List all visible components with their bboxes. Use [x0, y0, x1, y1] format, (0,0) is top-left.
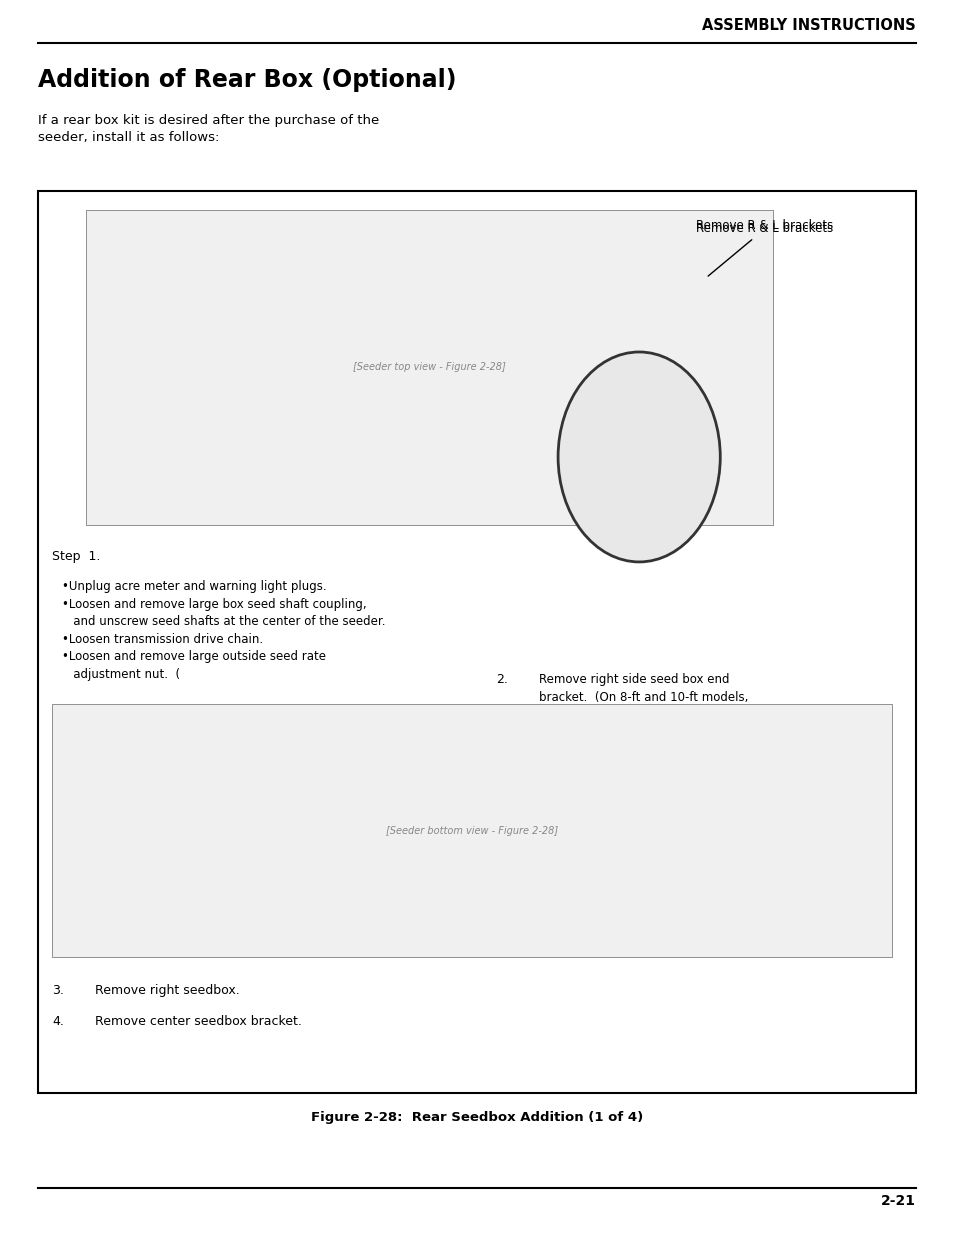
FancyBboxPatch shape	[86, 210, 772, 525]
Text: Remove right seedbox.: Remove right seedbox.	[95, 984, 240, 998]
Text: If a rear box kit is desired after the purchase of the
seeder, install it as fol: If a rear box kit is desired after the p…	[38, 114, 379, 143]
Text: Do not: Do not	[86, 766, 130, 779]
Text: loosen 1/2": loosen 1/2"	[141, 766, 212, 779]
Text: ): )	[124, 820, 129, 834]
Text: Remove R & L brackets: Remove R & L brackets	[696, 219, 833, 232]
Text: sleeve .: sleeve .	[71, 820, 117, 834]
FancyBboxPatch shape	[52, 704, 891, 957]
Circle shape	[558, 352, 720, 562]
Text: Remove R & L brackets: Remove R & L brackets	[696, 222, 833, 277]
Text: [Seeder top view - Figure 2-28]: [Seeder top view - Figure 2-28]	[353, 362, 505, 373]
Text: [Seeder bottom view - Figure 2-28]: [Seeder bottom view - Figure 2-28]	[386, 825, 558, 836]
Text: 2.: 2.	[496, 673, 507, 687]
Text: •Unplug acre meter and warning light plugs.
•Loosen and remove large box seed sh: •Unplug acre meter and warning light plu…	[62, 580, 385, 680]
Text: Remove right side seed box end
bracket.  (On 8-ft and 10-ft models,
also remove : Remove right side seed box end bracket. …	[538, 673, 748, 756]
Text: Addition of Rear Box (Optional): Addition of Rear Box (Optional)	[38, 68, 456, 91]
Text: Figure 2-28:  Rear Seedbox Addition (1 of 4): Figure 2-28: Rear Seedbox Addition (1 of…	[311, 1112, 642, 1125]
Text: Step  1.: Step 1.	[52, 550, 101, 563]
Text: ASSEMBLY INSTRUCTIONS: ASSEMBLY INSTRUCTIONS	[701, 19, 915, 33]
Text: 4.: 4.	[52, 1015, 64, 1029]
Text: Remove center seedbox bracket.: Remove center seedbox bracket.	[95, 1015, 302, 1029]
Text: 3.: 3.	[52, 984, 64, 998]
Text: 2-21: 2-21	[880, 1194, 915, 1208]
Text: [Detail
view]: [Detail view]	[624, 447, 653, 467]
Text: nuts at ends of rate adjustment threaded: nuts at ends of rate adjustment threaded	[71, 793, 316, 806]
